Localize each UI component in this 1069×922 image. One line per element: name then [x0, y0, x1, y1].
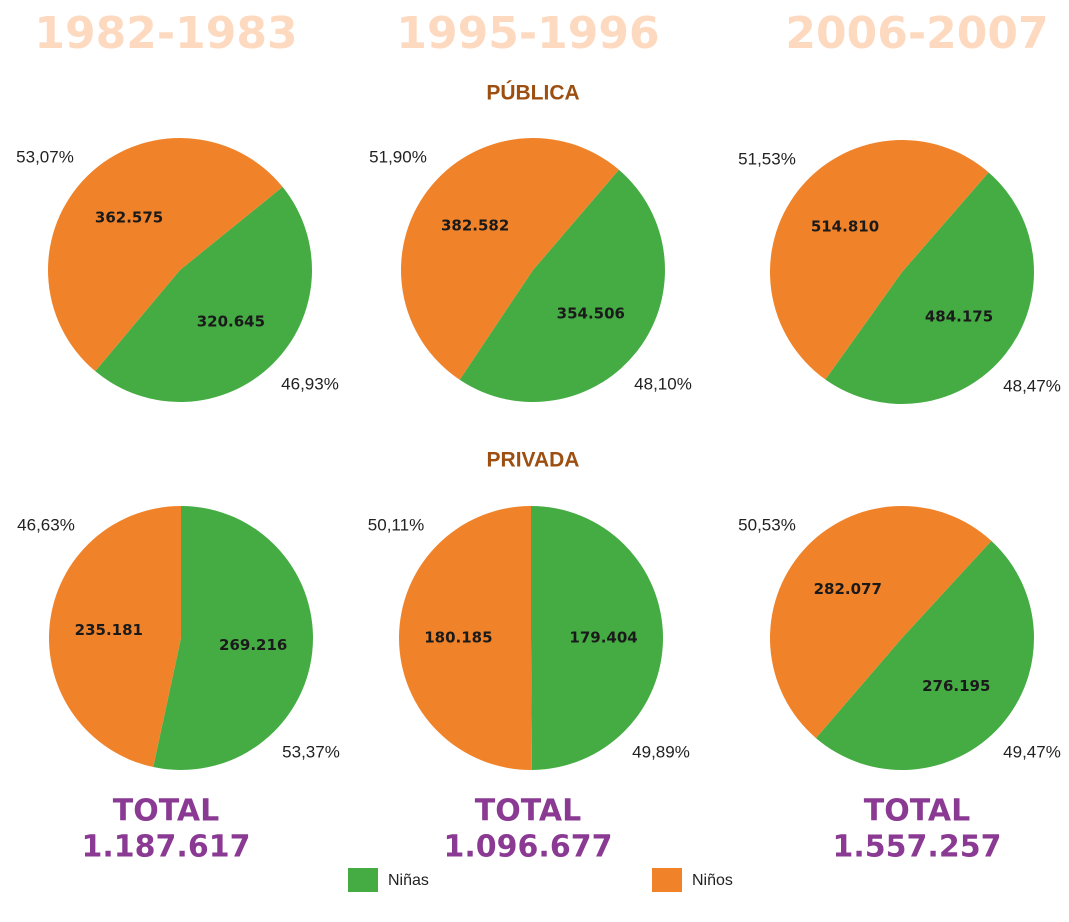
year-heading: 1995-1996: [396, 8, 659, 59]
year-heading: 2006-2007: [785, 8, 1048, 59]
share-label: 49,47%: [1003, 742, 1061, 761]
share-label: 53,07%: [16, 147, 74, 166]
pie-slice: [153, 506, 314, 770]
legend-label: Niñas: [388, 872, 429, 889]
pie-slice: [825, 172, 1035, 405]
share-label: 53,37%: [282, 742, 340, 761]
pie-slice: [401, 138, 619, 380]
legend-swatch: [652, 868, 682, 892]
slice-value-label: 179.404: [569, 628, 637, 646]
pie-slice: [95, 186, 313, 403]
slice-value-label: 382.582: [441, 217, 509, 235]
share-label: 46,63%: [17, 515, 75, 534]
share-label: 46,93%: [281, 374, 339, 393]
share-label: 48,47%: [1003, 376, 1061, 395]
pie-slice: [770, 140, 989, 380]
slice-value-label: 180.185: [424, 629, 492, 647]
slice-value-label: 362.575: [95, 209, 163, 227]
slice-value-label: 269.216: [219, 636, 287, 654]
slice-value-label: 282.077: [814, 580, 882, 598]
pie-slice: [399, 506, 532, 770]
total-title: TOTAL: [113, 794, 219, 829]
share-label: 51,53%: [738, 149, 796, 168]
year-heading: 1982-1983: [34, 8, 297, 59]
pie-slice: [770, 506, 992, 739]
share-label: 50,53%: [738, 515, 796, 534]
total-title: TOTAL: [864, 794, 970, 829]
slice-value-label: 320.645: [197, 312, 265, 330]
total-value: 1.557.257: [833, 830, 1002, 865]
slice-value-label: 354.506: [557, 304, 625, 322]
section-label: PRIVADA: [487, 449, 580, 472]
slice-value-label: 235.181: [75, 621, 143, 639]
slice-value-label: 276.195: [922, 677, 990, 695]
legend-label: Niños: [692, 872, 733, 889]
legend-swatch: [348, 868, 378, 892]
pie-slice: [48, 138, 283, 372]
pie-slice: [459, 169, 666, 403]
pie-slice: [49, 506, 182, 768]
share-label: 48,10%: [634, 374, 692, 393]
total-value: 1.187.617: [82, 830, 251, 865]
pie-slice: [815, 540, 1035, 771]
share-label: 50,11%: [368, 515, 424, 534]
pie-slice: [531, 506, 664, 770]
share-label: 51,90%: [369, 147, 427, 166]
slice-value-label: 514.810: [811, 218, 879, 236]
total-title: TOTAL: [475, 794, 581, 829]
section-label: PÚBLICA: [486, 81, 579, 105]
slice-value-label: 484.175: [925, 307, 993, 325]
share-label: 49,89%: [632, 742, 690, 761]
total-value: 1.096.677: [444, 830, 613, 865]
